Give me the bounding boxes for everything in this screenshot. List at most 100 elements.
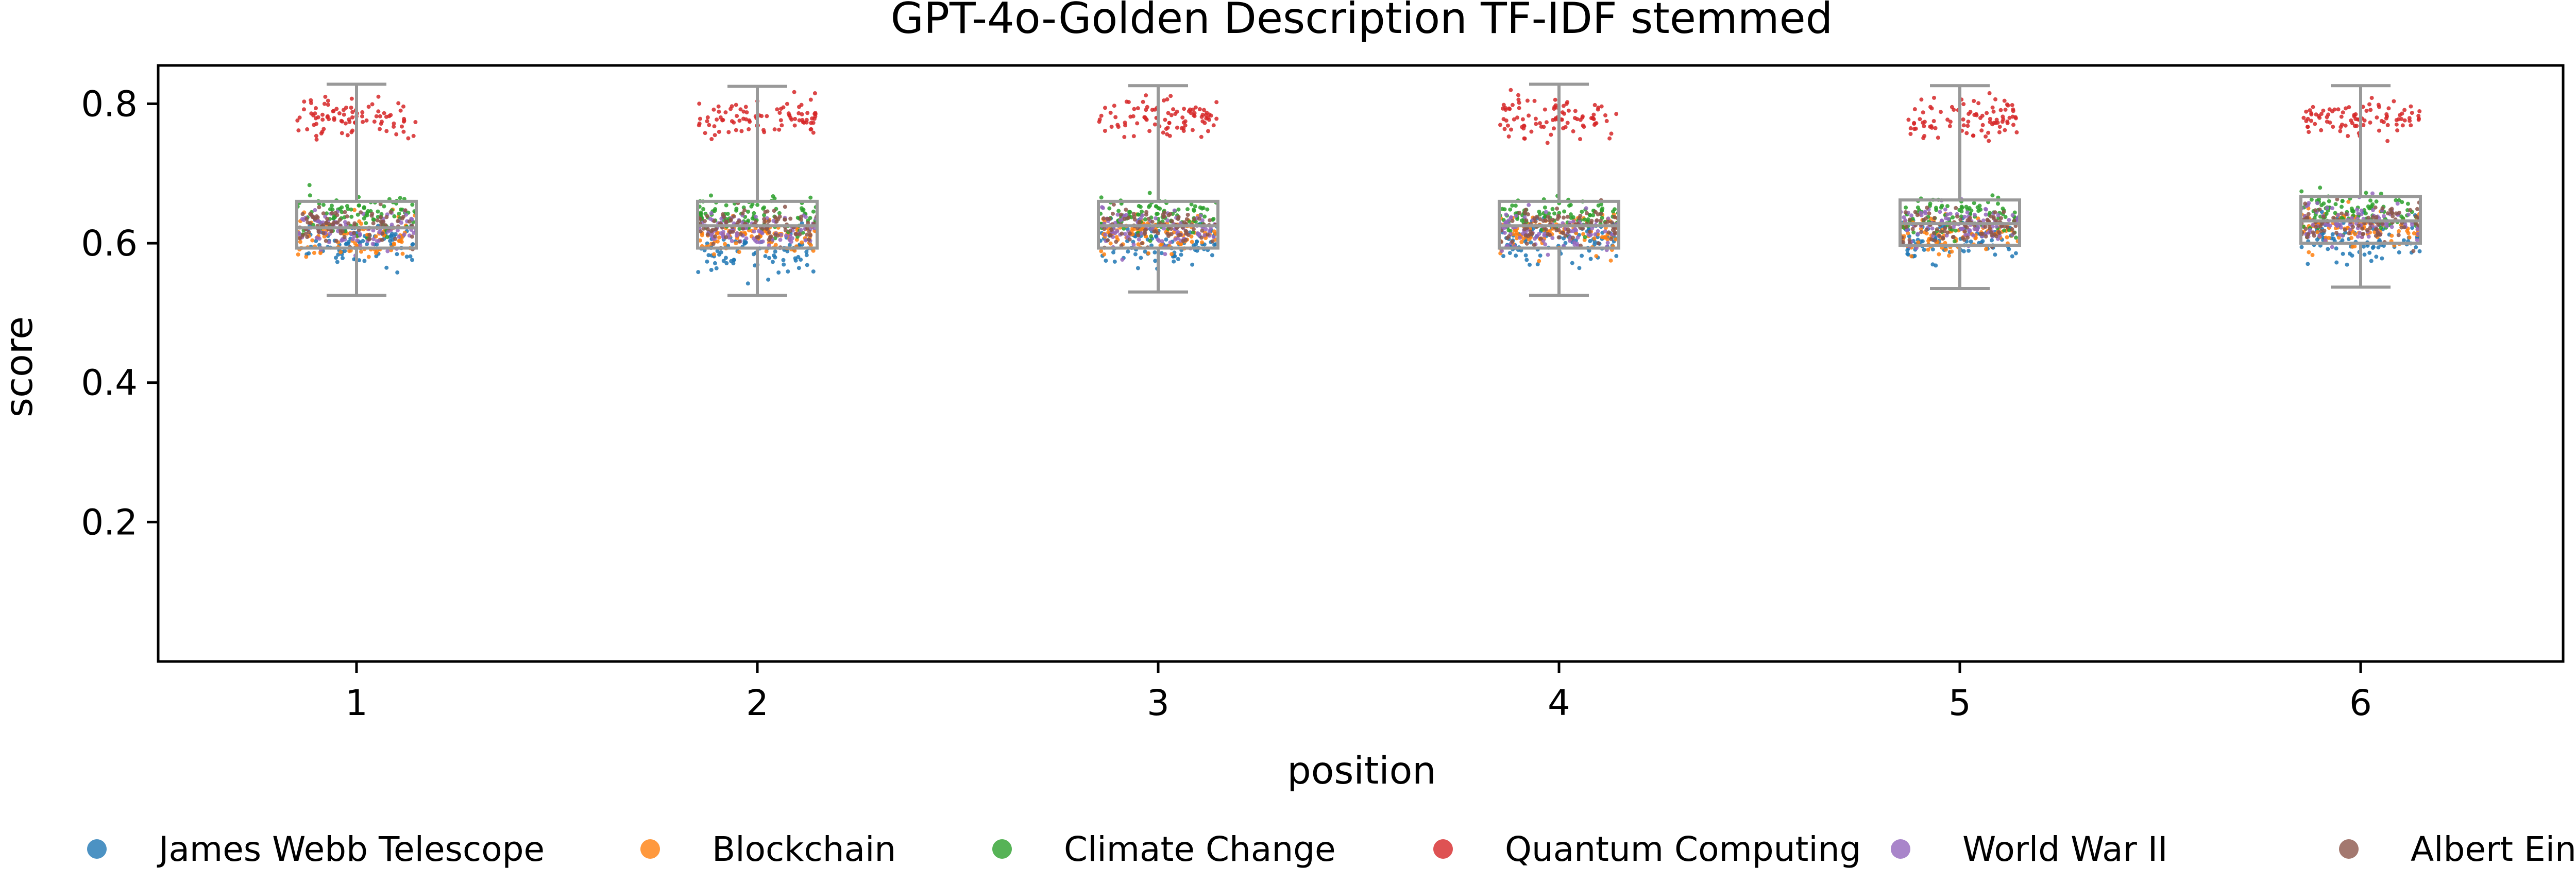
data-point bbox=[1984, 134, 1988, 139]
legend-item: James Webb Telescope bbox=[87, 829, 545, 869]
data-point bbox=[1961, 102, 1966, 107]
data-point bbox=[1952, 225, 1956, 229]
data-point bbox=[715, 117, 719, 122]
data-point bbox=[1543, 218, 1548, 223]
data-point bbox=[307, 230, 311, 234]
data-point bbox=[1515, 115, 1519, 120]
data-point bbox=[1522, 215, 1527, 219]
data-point bbox=[349, 231, 353, 236]
data-point bbox=[1919, 230, 1924, 234]
data-point bbox=[2309, 118, 2313, 123]
data-point bbox=[776, 270, 781, 275]
data-point bbox=[1538, 253, 1543, 258]
data-point bbox=[1584, 206, 1588, 211]
data-point bbox=[707, 123, 711, 127]
data-point bbox=[1123, 232, 1127, 236]
data-point bbox=[2340, 199, 2345, 203]
data-point bbox=[1146, 251, 1151, 256]
data-point bbox=[735, 233, 739, 238]
data-point bbox=[2334, 246, 2338, 251]
data-point bbox=[800, 118, 805, 122]
data-point bbox=[2308, 108, 2312, 113]
data-point bbox=[2005, 235, 2009, 240]
data-point bbox=[1097, 117, 1102, 122]
data-point bbox=[2303, 227, 2308, 231]
data-point bbox=[1985, 111, 1989, 115]
data-point bbox=[2402, 118, 2407, 123]
data-point bbox=[698, 217, 703, 222]
data-point bbox=[772, 253, 776, 258]
data-point bbox=[1116, 209, 1121, 213]
data-point bbox=[1566, 108, 1571, 113]
data-point bbox=[1165, 218, 1170, 223]
data-point bbox=[808, 97, 813, 102]
data-point bbox=[2389, 233, 2394, 238]
data-point bbox=[355, 238, 360, 243]
data-point bbox=[2012, 230, 2016, 235]
data-point bbox=[2364, 109, 2369, 113]
data-point bbox=[1512, 117, 1516, 122]
data-point bbox=[1921, 110, 1925, 115]
data-point bbox=[1943, 226, 1947, 230]
data-point bbox=[1907, 234, 1911, 239]
legend-marker bbox=[992, 839, 1012, 859]
data-point bbox=[1506, 218, 1511, 223]
data-point bbox=[2385, 123, 2390, 127]
data-point bbox=[1187, 219, 1192, 224]
data-point bbox=[1546, 252, 1550, 257]
data-point bbox=[1163, 117, 1167, 122]
data-point bbox=[724, 220, 728, 225]
data-point bbox=[1509, 215, 1513, 219]
data-point bbox=[1115, 123, 1120, 127]
data-point bbox=[1904, 225, 1909, 229]
data-point bbox=[2301, 115, 2306, 120]
data-point bbox=[2343, 227, 2347, 232]
data-point bbox=[1989, 230, 1993, 234]
data-point bbox=[396, 101, 401, 106]
data-point bbox=[799, 228, 803, 232]
data-point bbox=[1572, 116, 1577, 121]
data-point bbox=[350, 128, 355, 133]
data-point bbox=[1591, 213, 1596, 217]
data-point bbox=[1606, 230, 1611, 235]
data-point bbox=[714, 266, 719, 270]
data-point bbox=[801, 208, 806, 212]
data-point bbox=[1111, 202, 1116, 207]
data-point bbox=[2347, 231, 2351, 235]
data-point bbox=[350, 115, 354, 120]
data-point bbox=[796, 266, 801, 270]
data-point bbox=[1517, 211, 1522, 215]
data-point bbox=[1556, 235, 1561, 240]
data-point bbox=[366, 105, 371, 109]
data-point bbox=[308, 193, 312, 198]
data-point bbox=[2318, 185, 2323, 190]
legend: James Webb Telescope Blockchain Climate Ch… bbox=[87, 829, 2576, 869]
data-point bbox=[1955, 214, 1959, 219]
data-point bbox=[1214, 116, 1219, 121]
data-point bbox=[410, 242, 415, 247]
data-point bbox=[1532, 98, 1537, 103]
data-point bbox=[747, 127, 751, 131]
data-point bbox=[1902, 215, 1906, 219]
data-point bbox=[2377, 128, 2381, 133]
data-point bbox=[2384, 112, 2389, 116]
data-point bbox=[300, 233, 305, 238]
data-point bbox=[1581, 232, 1586, 236]
data-point bbox=[1158, 207, 1162, 211]
data-point bbox=[1925, 206, 1929, 210]
data-point bbox=[1175, 125, 1179, 130]
data-point bbox=[1943, 207, 1947, 212]
data-point bbox=[1580, 253, 1584, 258]
data-point bbox=[2299, 245, 2304, 249]
data-point bbox=[2388, 208, 2393, 212]
data-point bbox=[2349, 235, 2354, 240]
data-point bbox=[406, 136, 411, 141]
data-point bbox=[349, 96, 354, 101]
legend-label: James Webb Telescope bbox=[157, 829, 545, 869]
data-point bbox=[698, 116, 702, 121]
box-plot-1 bbox=[295, 82, 418, 297]
data-point bbox=[2326, 222, 2330, 227]
data-point bbox=[765, 114, 769, 118]
data-point bbox=[408, 254, 413, 259]
data-point bbox=[378, 127, 382, 131]
